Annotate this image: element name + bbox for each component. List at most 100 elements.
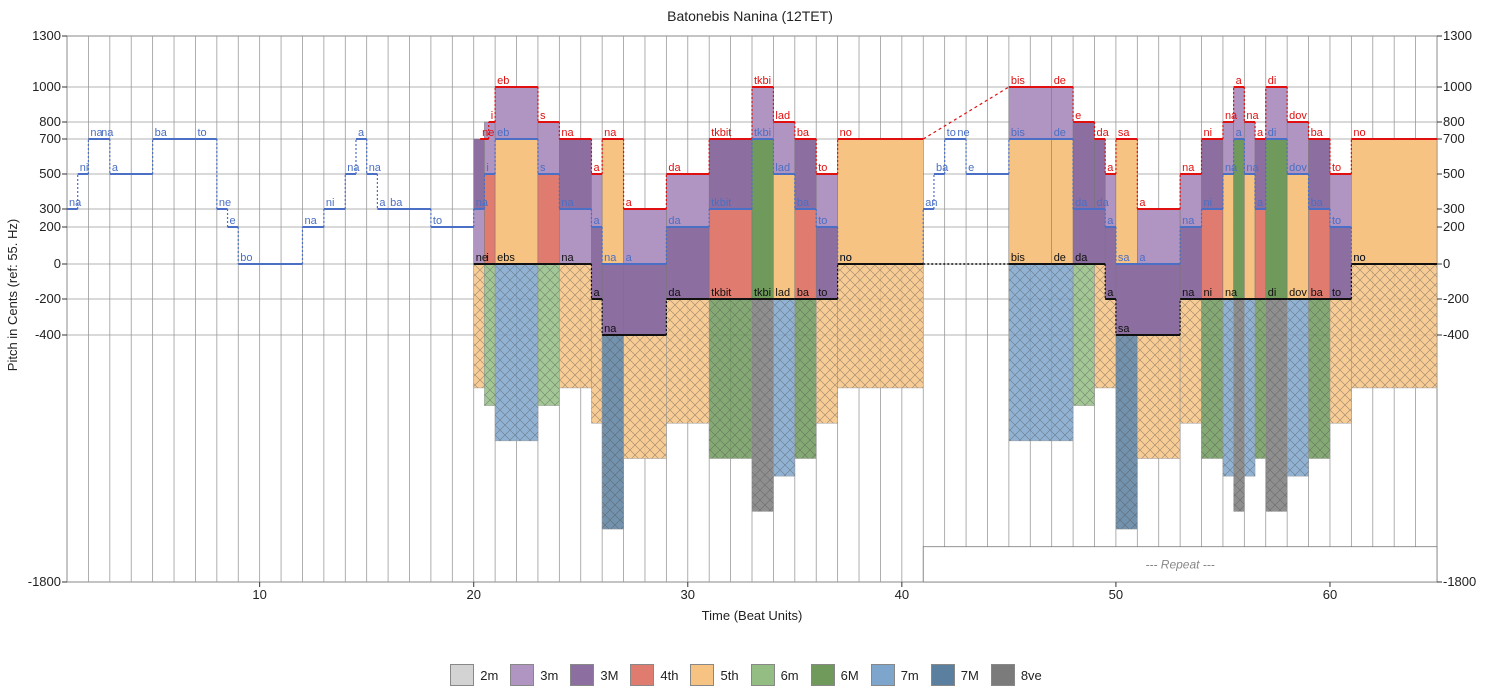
y-tick-label-right: -400 <box>1443 327 1469 342</box>
y-tick-label-right: -200 <box>1443 291 1469 306</box>
legend-swatch <box>750 664 775 686</box>
outer-interval-hatch <box>816 299 838 424</box>
upper-interval-block <box>623 208 667 265</box>
syllable-label: tkbit <box>711 197 731 209</box>
syllable-label: lad <box>775 287 790 299</box>
syllable-label: ba <box>390 197 403 209</box>
x-tick-label: 60 <box>1323 587 1337 602</box>
legend-swatch <box>810 664 835 686</box>
outer-interval-hatch <box>1265 299 1288 512</box>
outer-interval-hatch <box>495 264 538 441</box>
outer-interval-hatch <box>1287 299 1309 477</box>
legend-label: 3m <box>540 667 559 683</box>
legend-swatch <box>570 664 595 686</box>
repeat-label: --- Repeat --- <box>1145 557 1214 571</box>
syllable-label: ba <box>1311 127 1324 139</box>
syllable-label: ni <box>80 162 89 174</box>
y-tick-label-left: -1800 <box>28 574 61 589</box>
syllable-label: no <box>840 127 852 139</box>
legend-label: 7m <box>900 667 919 683</box>
legend-item: 6m <box>750 664 799 686</box>
syllable-label: tkbi <box>754 287 771 299</box>
y-tick-label-left: 0 <box>54 256 61 271</box>
outer-interval-hatch <box>1008 264 1052 441</box>
lower-interval-block <box>1286 173 1309 300</box>
lower-interval-block <box>1244 173 1256 300</box>
syllable-label: bis <box>1011 252 1026 264</box>
y-tick-label-right: 500 <box>1443 166 1465 181</box>
legend-item: 4th <box>630 664 678 686</box>
lower-interval-block <box>708 208 753 300</box>
x-axis-label: Time (Beat Units) <box>702 608 803 623</box>
syllable-label: a <box>626 252 633 264</box>
legend-label: 6M <box>840 667 859 683</box>
repeat-box <box>922 546 1438 583</box>
legend-label: 7M <box>960 667 979 683</box>
syllable-label: na <box>1182 215 1195 227</box>
y-tick-label-right: 1000 <box>1443 79 1472 94</box>
syllable-label: de <box>1054 75 1066 87</box>
outer-interval-hatch <box>1244 299 1256 477</box>
y-tick-label-right: 1300 <box>1443 28 1472 43</box>
syllable-label: to <box>947 127 956 139</box>
syllable-label: a <box>358 127 365 139</box>
syllable-label: na <box>347 162 360 174</box>
lower-interval-block <box>494 138 539 265</box>
syllable-label: ba <box>936 162 949 174</box>
syllable-label: de <box>1054 127 1066 139</box>
syllable-label: da <box>668 162 681 174</box>
legend-label: 2m <box>480 667 499 683</box>
outer-interval-hatch <box>666 299 710 424</box>
upper-interval-block <box>1008 86 1052 140</box>
syllable-label: na <box>1225 162 1238 174</box>
syllable-label: da <box>1097 197 1110 209</box>
syllable-label: bis <box>1011 75 1026 87</box>
upper-interval-block <box>559 138 592 210</box>
syllable-label: dov <box>1289 110 1307 122</box>
y-axis-label: Pitch in Cents (ref: 55. Hz) <box>5 219 20 371</box>
syllable-label: a <box>1107 215 1114 227</box>
x-tick-label: 10 <box>252 587 266 602</box>
y-tick-label-right: 800 <box>1443 114 1465 129</box>
lower-interval-block <box>623 263 667 336</box>
syllable-label: e <box>230 215 236 227</box>
syllable-label: sa <box>1118 323 1131 335</box>
x-tick-label: 40 <box>895 587 909 602</box>
syllable-label: to <box>818 287 827 299</box>
lower-interval-block <box>1051 138 1074 265</box>
lower-interval-block <box>773 173 796 300</box>
y-tick-label-left: -200 <box>35 291 61 306</box>
syllable-label: an <box>925 197 937 209</box>
syllable-label: di <box>1268 287 1277 299</box>
chart-title: Batonebis Nanina (12TET) <box>667 8 833 24</box>
syllable-label: na <box>604 323 617 335</box>
syllable-label: dov <box>1289 287 1307 299</box>
x-tick-label: 20 <box>466 587 480 602</box>
syllable-label: e <box>968 162 974 174</box>
outer-interval-hatch <box>752 299 774 512</box>
syllable-label: to <box>197 127 206 139</box>
outer-interval-hatch <box>1233 299 1245 512</box>
syllable-label: ni <box>1204 287 1213 299</box>
outer-interval-hatch <box>794 299 817 459</box>
syllable-label: ni <box>326 197 335 209</box>
syllable-label: de <box>1054 252 1066 264</box>
plot-area: --- Repeat ---neiebsnaanaadatkbittkbilad… <box>28 28 1477 602</box>
syllable-label: da <box>1075 252 1088 264</box>
legend-item: 7M <box>930 664 979 686</box>
syllable-label: to <box>433 215 442 227</box>
syllable-label: a <box>1257 197 1264 209</box>
y-tick-label-right: 300 <box>1443 201 1465 216</box>
syllable-label: i <box>491 110 493 122</box>
legend-item: 3m <box>510 664 558 686</box>
syllable-label: na <box>476 197 489 209</box>
syllable-label: a <box>1139 197 1146 209</box>
y-tick-label-left: 1300 <box>32 28 61 43</box>
syllable-label: ba <box>797 127 810 139</box>
syllable-label: to <box>818 162 827 174</box>
syllable-label: tkbi <box>754 75 771 87</box>
syllable-label: na <box>69 197 82 209</box>
syllable-label: a <box>112 162 119 174</box>
lower-interval-block <box>794 208 817 300</box>
syllable-label: to <box>1332 162 1341 174</box>
